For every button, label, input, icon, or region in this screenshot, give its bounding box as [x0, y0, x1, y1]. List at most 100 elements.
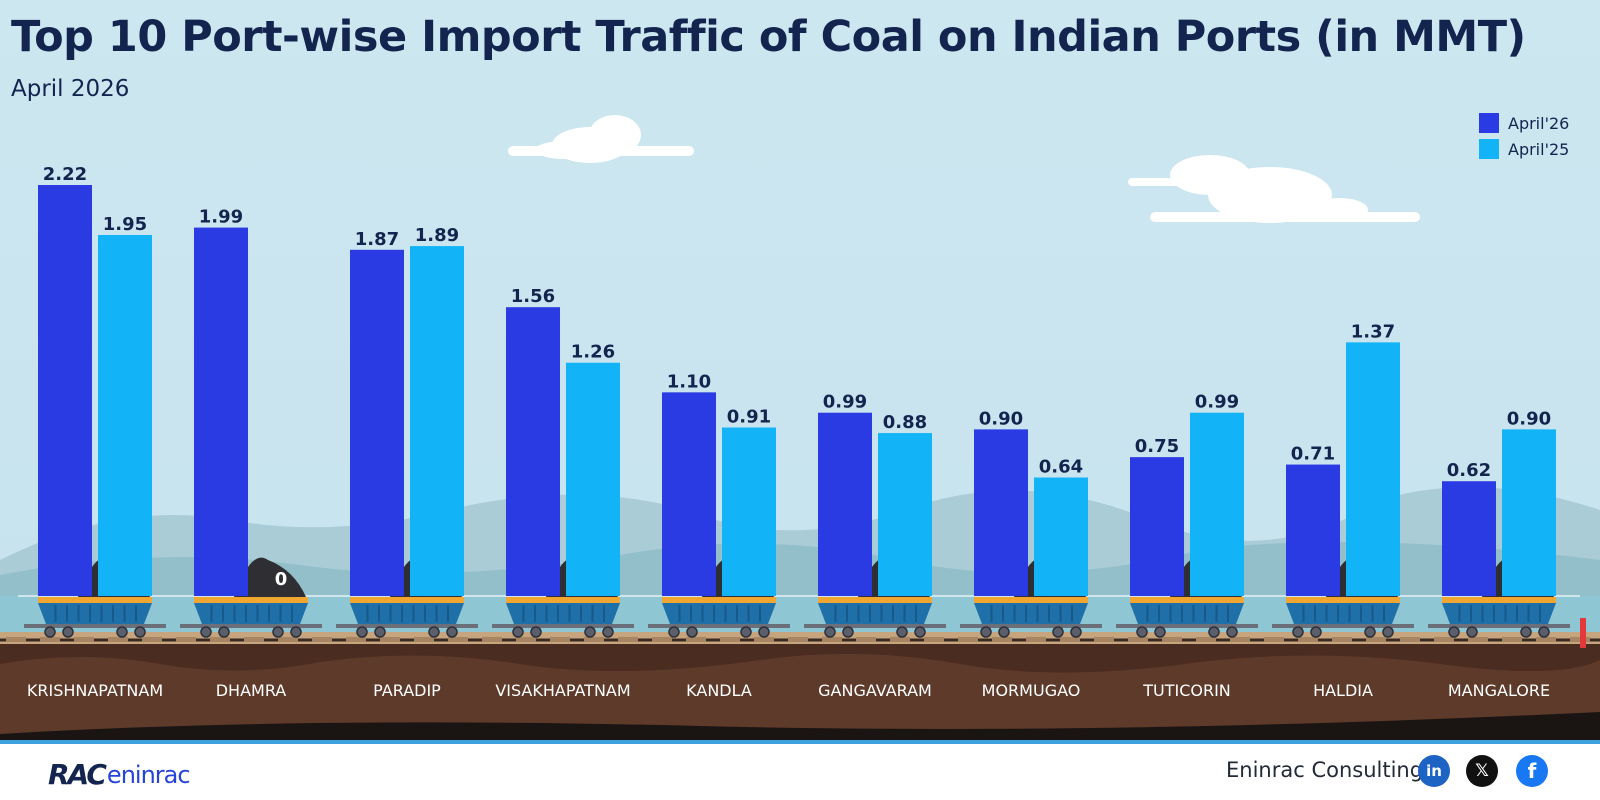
sleeper	[142, 637, 162, 642]
sleeper	[40, 637, 60, 642]
bar-krishnapatnam-april-25	[98, 234, 152, 596]
wheel	[1226, 626, 1238, 638]
wheel	[374, 626, 386, 638]
sleeper	[924, 637, 944, 642]
bar-visakhapatnam-april-26	[506, 307, 560, 596]
value-label: 0.91	[727, 407, 771, 428]
sleeper	[516, 637, 536, 642]
wheel	[584, 626, 596, 638]
wheel	[428, 626, 440, 638]
sleeper	[1298, 637, 1318, 642]
sleeper	[788, 637, 808, 642]
wheel	[1538, 626, 1550, 638]
wheel	[1292, 626, 1304, 638]
bar-haldia-april-25	[1346, 342, 1400, 596]
sleeper	[380, 637, 400, 642]
wheel	[1052, 626, 1064, 638]
wheel	[356, 626, 368, 638]
wheel	[842, 626, 854, 638]
wagon-rim	[194, 597, 308, 603]
wheel	[980, 626, 992, 638]
bar-visakhapatnam-april-25	[566, 362, 620, 596]
logo-mark: RAC	[48, 758, 107, 791]
wagon-rim	[506, 597, 620, 603]
sleeper	[176, 637, 196, 642]
category-label: PARADIP	[373, 681, 441, 700]
bottom-accent	[0, 740, 1600, 744]
wheel	[290, 626, 302, 638]
sleeper	[652, 637, 672, 642]
wheel	[914, 626, 926, 638]
value-label: 1.10	[667, 371, 711, 392]
value-label: 1.26	[571, 342, 615, 363]
sleeper	[1162, 637, 1182, 642]
brand-logo[interactable]: RAC eninrac	[48, 758, 191, 791]
wagon-frame	[336, 624, 478, 628]
legend-swatch-april-26	[1479, 113, 1499, 133]
wheel	[530, 626, 542, 638]
legend-label-april-25: April'25	[1508, 139, 1570, 159]
x-icon[interactable]: 𝕏	[1466, 755, 1498, 787]
value-label: 0.90	[1507, 408, 1551, 429]
value-label: 0	[275, 569, 288, 590]
wagon-frame	[1116, 624, 1258, 628]
sleeper	[958, 637, 978, 642]
wheel	[740, 626, 752, 638]
category-label: GANGAVARAM	[818, 681, 932, 700]
wagon-1	[180, 557, 322, 638]
sleeper	[108, 637, 128, 642]
legend-label-april-26: April'26	[1508, 113, 1570, 133]
value-label: 0.99	[1195, 392, 1239, 413]
wagon-frame	[804, 624, 946, 628]
wagon-rim	[818, 597, 932, 603]
wheel	[446, 626, 458, 638]
sleeper	[1332, 637, 1352, 642]
wagon-rim	[350, 597, 464, 603]
wheel	[512, 626, 524, 638]
wheel	[200, 626, 212, 638]
legend-item-april-26: April'26	[1479, 110, 1569, 136]
wheel	[758, 626, 770, 638]
chart-title: Top 10 Port-wise Import Traffic of Coal …	[11, 12, 1526, 62]
sleeper	[890, 637, 910, 642]
wheel	[1382, 626, 1394, 638]
sleeper	[1230, 637, 1250, 642]
chart-subtitle: April 2026	[11, 76, 130, 102]
sleeper	[1400, 637, 1420, 642]
wheel	[824, 626, 836, 638]
legend-item-april-25: April'25	[1479, 136, 1569, 162]
bar-dhamra-april-26	[194, 227, 248, 596]
sleeper	[414, 637, 434, 642]
facebook-icon[interactable]: f	[1516, 755, 1548, 787]
sleeper	[822, 637, 842, 642]
wheel	[1070, 626, 1082, 638]
category-labels-layer: KRISHNAPATNAM DHAMRA PARADIP VISAKHAPATNAM K…	[27, 681, 1550, 700]
value-label: 1.95	[103, 214, 147, 235]
wheel	[1448, 626, 1460, 638]
value-label: 0.64	[1039, 457, 1083, 478]
soil-ridge	[0, 644, 1600, 673]
wheel	[668, 626, 680, 638]
bar-mormugao-april-25	[1034, 477, 1088, 596]
bar-mangalore-april-26	[1442, 481, 1496, 596]
coal-heap	[234, 557, 306, 597]
sleeper	[1264, 637, 1284, 642]
bar-kandla-april-26	[662, 392, 716, 596]
category-label: MANGALORE	[1448, 681, 1550, 700]
value-label: 1.89	[415, 225, 459, 246]
sleeper	[1094, 637, 1114, 642]
linkedin-icon[interactable]: in	[1418, 755, 1450, 787]
sleeper	[482, 637, 502, 642]
wagon-rim	[1130, 597, 1244, 603]
wagon-rim	[974, 597, 1088, 603]
wagon-rim	[1286, 597, 1400, 603]
footer-bar: RAC eninrac Eninrac Consulting in 𝕏 f	[0, 744, 1600, 800]
wagon-frame	[1428, 624, 1570, 628]
sleeper	[1468, 637, 1488, 642]
bar-mangalore-april-25	[1502, 429, 1556, 596]
buffer-stop	[1580, 618, 1586, 648]
sleeper	[584, 637, 604, 642]
category-label: MORMUGAO	[982, 681, 1081, 700]
sleeper	[1128, 637, 1148, 642]
value-label: 0.62	[1447, 460, 1491, 481]
